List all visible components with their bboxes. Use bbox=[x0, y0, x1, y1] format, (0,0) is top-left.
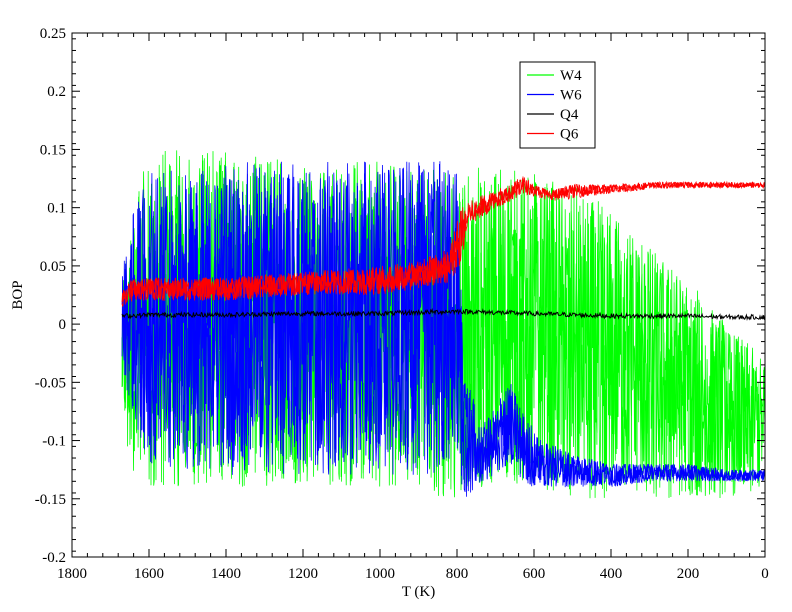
ticks-group: 1800 1600 1400 1200 1000 800 600 400 200 0 -0.2 -0.… bbox=[35, 26, 769, 582]
x-tick-label: 200 bbox=[677, 566, 700, 582]
x-tick-label: 800 bbox=[446, 566, 469, 582]
y-tick-label: 0.25 bbox=[40, 26, 66, 42]
x-tick-label: 0 bbox=[761, 566, 769, 582]
y-tick-label: 0.05 bbox=[40, 259, 66, 275]
x-tick-label: 400 bbox=[600, 566, 623, 582]
x-axis-title: T (K) bbox=[402, 584, 435, 600]
plot-data-group bbox=[121, 150, 765, 499]
y-tick-label: -0.2 bbox=[42, 550, 66, 566]
legend-label-w6: W6 bbox=[560, 88, 582, 104]
x-tick-label: 1800 bbox=[57, 566, 87, 582]
y-tick-label: -0.1 bbox=[42, 434, 66, 450]
y-axis-title: BOP bbox=[10, 280, 26, 309]
x-tick-label: 1200 bbox=[288, 566, 318, 582]
series-q6 bbox=[121, 176, 765, 308]
legend-label-q4: Q4 bbox=[560, 107, 579, 123]
x-tick-label: 1400 bbox=[211, 566, 241, 582]
series-line-q6-b bbox=[121, 177, 765, 308]
y-tick-label: 0.15 bbox=[40, 142, 66, 158]
legend-label-w4: W4 bbox=[560, 68, 582, 84]
y-tick-label: -0.05 bbox=[35, 375, 66, 391]
x-tick-label: 1000 bbox=[365, 566, 395, 582]
legend-label-q6: Q6 bbox=[560, 127, 579, 143]
y-tick-label: 0.2 bbox=[47, 84, 66, 100]
y-tick-label: 0 bbox=[59, 317, 67, 333]
series-line-w6-b bbox=[121, 161, 765, 497]
y-tick-label: 0.1 bbox=[47, 201, 66, 217]
y-tick-label: -0.15 bbox=[35, 492, 66, 508]
x-tick-label: 600 bbox=[523, 566, 546, 582]
legend: W4 W6 Q4 Q6 bbox=[519, 61, 596, 149]
series-line-q4 bbox=[121, 308, 765, 322]
series-q4 bbox=[121, 308, 765, 322]
x-tick-label: 1600 bbox=[134, 566, 164, 582]
